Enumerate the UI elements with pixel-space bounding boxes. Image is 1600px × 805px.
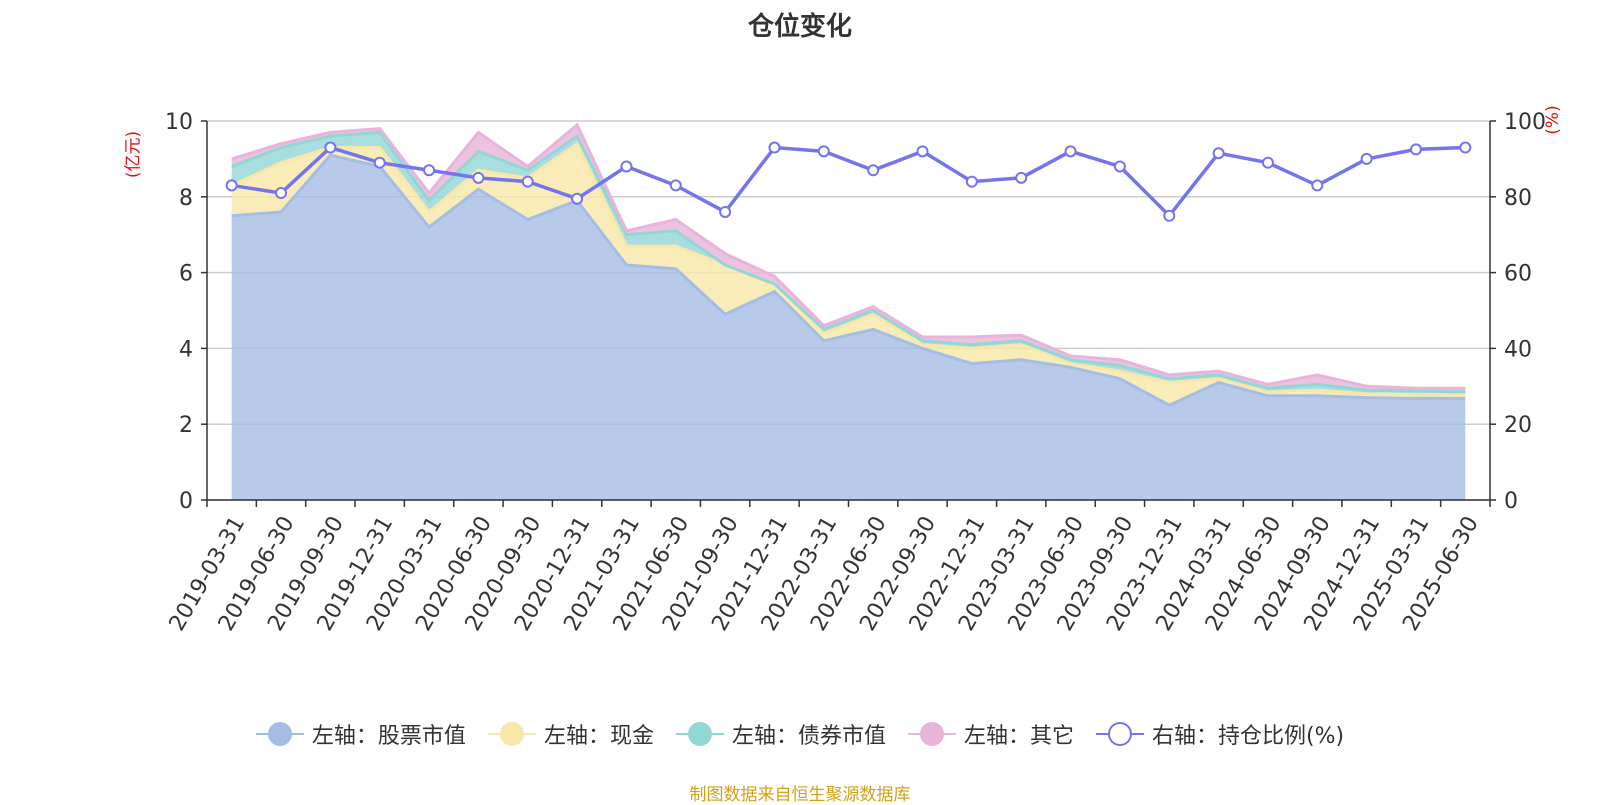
holding-ratio-point xyxy=(1311,179,1324,192)
holding-ratio-point xyxy=(1409,143,1422,156)
holding-ratio-point xyxy=(1459,141,1472,154)
right-tick-label: 20 xyxy=(1504,413,1532,438)
legend-label: 右轴：持仓比例(%) xyxy=(1151,724,1345,749)
left-tick-label: 8 xyxy=(179,186,193,211)
holding-ratio-line xyxy=(231,145,1466,219)
legend-marker-icon xyxy=(675,722,724,746)
legend-label: 左轴：其它 xyxy=(963,724,1074,749)
area-0 xyxy=(231,155,1466,501)
holding-ratio-point xyxy=(373,156,386,169)
area-1 xyxy=(231,143,1466,406)
legend: 左轴：股票市值 左轴：现金 左轴：债券市值 左轴：其它 右轴：持仓比例(%) xyxy=(0,718,1600,750)
legend-item[interactable]: 左轴：债券市值 xyxy=(675,718,886,750)
legend-marker-icon xyxy=(907,722,956,746)
area-edge-line xyxy=(231,122,1466,390)
holding-ratio-point xyxy=(817,145,830,158)
left-tick-label: 0 xyxy=(179,489,193,514)
chart-canvas: 02468100204060801002019-03-312019-06-302… xyxy=(165,110,1546,635)
right-tick-label: 60 xyxy=(1504,262,1532,287)
holding-ratio-point xyxy=(225,179,238,192)
holding-ratio-point xyxy=(620,160,633,173)
holding-ratio-point xyxy=(867,164,880,177)
holding-ratio-point xyxy=(1015,171,1028,184)
chart-title: 仓位变化 xyxy=(747,12,852,42)
source-note: 制图数据来自恒生聚源数据库 xyxy=(689,785,911,805)
holding-ratio-point xyxy=(1064,145,1077,158)
legend-label: 左轴：股票市值 xyxy=(311,724,466,749)
left-tick-label: 6 xyxy=(179,262,193,287)
holding-ratio-point xyxy=(768,141,781,154)
area-edge-line xyxy=(231,153,1466,407)
holding-ratio-point xyxy=(1113,160,1126,173)
right-tick-label: 100 xyxy=(1504,110,1546,135)
holding-ratio-point xyxy=(669,179,682,192)
holding-ratio-point xyxy=(472,171,485,184)
holding-ratio-point xyxy=(423,164,436,177)
right-tick-label: 80 xyxy=(1504,186,1532,211)
legend-item[interactable]: 左轴：现金 xyxy=(487,718,654,750)
right-tick-label: 0 xyxy=(1504,489,1518,514)
holding-ratio-point xyxy=(521,175,534,188)
legend-label: 左轴：债券市值 xyxy=(731,724,886,749)
holding-ratio-point xyxy=(1212,147,1225,160)
left-tick-label: 10 xyxy=(165,110,193,135)
legend-item[interactable]: 左轴：其它 xyxy=(907,718,1074,750)
area-edge-line xyxy=(231,130,1466,394)
legend-item[interactable]: 右轴：持仓比例(%) xyxy=(1095,718,1345,750)
holding-ratio-point xyxy=(965,175,978,188)
right-tick-label: 40 xyxy=(1504,337,1532,362)
holding-ratio-point xyxy=(324,141,337,154)
holding-ratio-point xyxy=(1360,152,1373,165)
legend-item[interactable]: 左轴：股票市值 xyxy=(255,718,466,750)
holding-ratio-point xyxy=(1163,209,1176,222)
legend-marker-icon xyxy=(255,722,304,746)
left-tick-label: 4 xyxy=(179,337,193,362)
area-edge-line xyxy=(231,141,1466,397)
holding-ratio-point xyxy=(719,205,732,218)
legend-marker-icon xyxy=(1095,722,1144,746)
legend-marker-icon xyxy=(487,722,536,746)
left-tick-label: 2 xyxy=(179,413,193,438)
holding-ratio-point xyxy=(275,187,288,200)
holding-ratio-point xyxy=(571,192,584,205)
holding-ratio-point xyxy=(916,145,929,158)
holding-ratio-point xyxy=(1261,156,1274,169)
legend-label: 左轴：现金 xyxy=(543,724,654,749)
